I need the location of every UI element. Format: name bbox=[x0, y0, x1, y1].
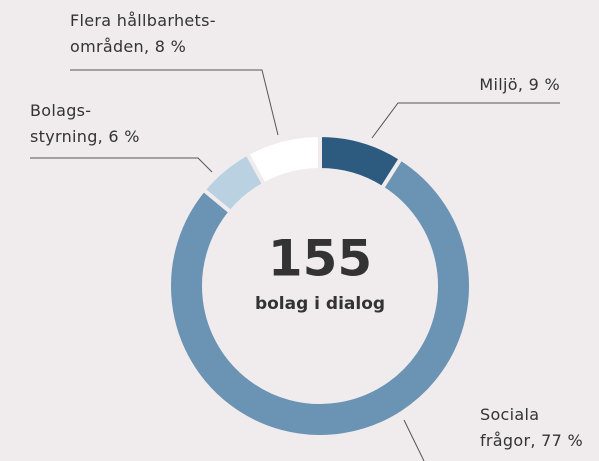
donut-slice bbox=[244, 132, 322, 188]
leader-line bbox=[30, 157, 213, 173]
donut-slice bbox=[167, 155, 473, 439]
leader-line bbox=[70, 69, 279, 136]
slice-label: Bolags- styrning, 6 % bbox=[30, 101, 140, 146]
slice-label: Sociala frågor, 77 % bbox=[480, 405, 583, 450]
leader-line bbox=[403, 419, 425, 461]
center-value: 155 bbox=[268, 230, 372, 288]
slice-label: Flera hållbarhets- områden, 8 % bbox=[70, 11, 216, 56]
slice-label: Miljö, 9 % bbox=[479, 75, 560, 94]
leader-line bbox=[371, 102, 560, 139]
donut bbox=[167, 132, 473, 439]
center-label: bolag i dialog bbox=[255, 294, 385, 314]
